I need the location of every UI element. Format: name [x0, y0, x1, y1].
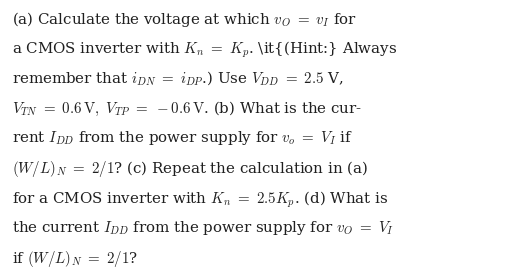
- Text: the current $I_{DD}$ from the power supply for $v_O\ =\ V_I$: the current $I_{DD}$ from the power supp…: [12, 219, 394, 237]
- Text: $V_{TN}\ =\ 0.6\,\mathrm{V},\ V_{TP}\ =\ -0.6\,\mathrm{V}$. (b) What is the cur-: $V_{TN}\ =\ 0.6\,\mathrm{V},\ V_{TP}\ =\…: [12, 99, 362, 118]
- Text: (a) Calculate the voltage at which $v_O\ =\ v_I$ for: (a) Calculate the voltage at which $v_O\…: [12, 10, 357, 29]
- Text: remember that $i_{DN}\ =\ i_{DP}$.) Use $V_{DD}\ =\ 2.5$ V,: remember that $i_{DN}\ =\ i_{DP}$.) Use …: [12, 70, 344, 88]
- Text: $(W/L)_N\ =\ 2/1$? (c) Repeat the calculation in (a): $(W/L)_N\ =\ 2/1$? (c) Repeat the calcul…: [12, 159, 367, 179]
- Text: rent $I_{DD}$ from the power supply for $v_o\ =\ V_I$ if: rent $I_{DD}$ from the power supply for …: [12, 129, 353, 147]
- Text: if $(W/L)_N\ =\ 2/1$?: if $(W/L)_N\ =\ 2/1$?: [12, 249, 138, 269]
- Text: a CMOS inverter with $K_n\ =\ K_p$. \it{(Hint:} Always: a CMOS inverter with $K_n\ =\ K_p$. \it{…: [12, 40, 397, 60]
- Text: for a CMOS inverter with $K_n\ =\ 2.5K_p$. (d) What is: for a CMOS inverter with $K_n\ =\ 2.5K_p…: [12, 189, 388, 210]
